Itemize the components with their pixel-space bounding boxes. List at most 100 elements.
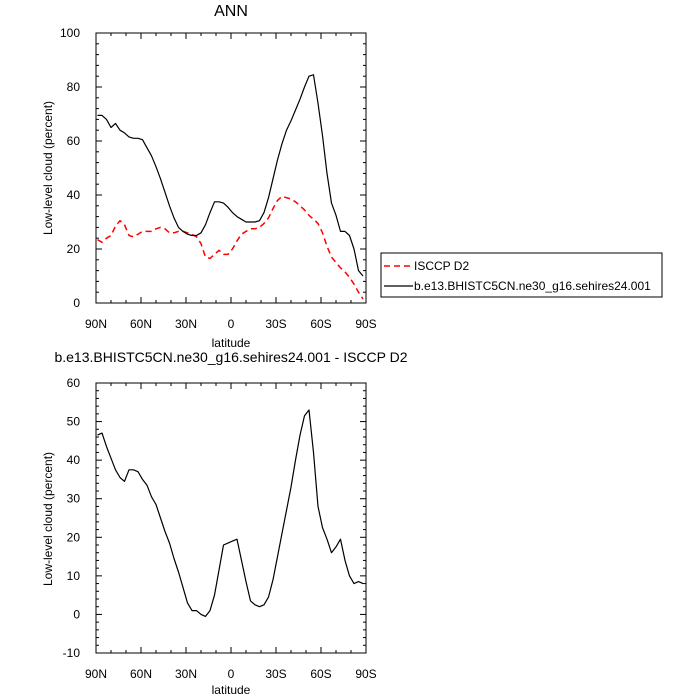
data-point: [142, 139, 143, 140]
data-point: [322, 527, 323, 528]
data-point: [299, 99, 300, 100]
data-point: [250, 228, 251, 229]
data-point: [137, 138, 138, 139]
data-point: [209, 212, 210, 213]
data-point: [295, 109, 296, 110]
data-point: [97, 435, 98, 436]
data-point: [263, 212, 264, 213]
data-point: [133, 469, 134, 470]
top-chart: ANN Low-level cloud (percent) latitude 9…: [41, 3, 377, 350]
data-point: [313, 74, 314, 75]
data-point: [326, 173, 327, 174]
data-point: [151, 231, 152, 232]
bottom-chart-ticks: 90N 60N 30N 0 30S 60S 90S -10 0 10 20 30 40 50 60: [63, 376, 377, 681]
data-point: [308, 76, 309, 77]
data-point: [97, 239, 98, 240]
data-point: [164, 228, 165, 229]
series-line-0: [97, 409, 364, 618]
y-tick-label: 20: [67, 530, 81, 544]
data-point: [353, 248, 354, 249]
x-tick-label: 30S: [265, 317, 286, 331]
data-point: [205, 257, 206, 258]
data-point: [146, 147, 147, 148]
data-point: [268, 597, 269, 598]
data-point: [335, 215, 336, 216]
data-point: [250, 221, 251, 222]
data-point: [142, 479, 143, 480]
data-point: [209, 610, 210, 611]
data-point: [133, 138, 134, 139]
bottom-chart-xlabel: latitude: [212, 683, 251, 697]
data-point: [263, 604, 264, 605]
data-point: [335, 262, 336, 263]
data-point: [178, 571, 179, 572]
data-point: [164, 531, 165, 532]
data-point: [362, 275, 363, 276]
data-point: [344, 271, 345, 272]
data-point: [200, 232, 201, 233]
data-point: [101, 433, 102, 434]
data-point: [151, 155, 152, 156]
data-point: [353, 583, 354, 584]
data-point: [155, 228, 156, 229]
data-point: [101, 115, 102, 116]
data-point: [142, 231, 143, 232]
data-point: [128, 235, 129, 236]
data-point: [227, 207, 228, 208]
bottom-chart: b.e13.BHISTC5CN.ne30_g16.sehires24.001 -…: [41, 349, 408, 697]
data-point: [115, 226, 116, 227]
data-point: [295, 201, 296, 202]
data-point: [196, 236, 197, 237]
data-point: [187, 602, 188, 603]
data-point: [209, 258, 210, 259]
data-point: [317, 506, 318, 507]
data-point: [200, 243, 201, 244]
data-point: [178, 227, 179, 228]
x-tick-label: 30N: [175, 317, 197, 331]
x-tick-label: 90N: [85, 667, 107, 681]
data-point: [232, 248, 233, 249]
data-point: [128, 469, 129, 470]
data-point: [281, 533, 282, 534]
y-tick-label: 60: [67, 376, 81, 390]
y-tick-label: 100: [60, 26, 80, 40]
data-point: [245, 581, 246, 582]
data-point: [349, 235, 350, 236]
data-point: [362, 583, 363, 584]
data-point: [277, 200, 278, 201]
y-tick-label: 50: [67, 415, 81, 429]
data-point: [254, 604, 255, 605]
x-tick-label: 90S: [355, 317, 376, 331]
data-point: [322, 232, 323, 233]
data-point: [110, 235, 111, 236]
x-tick-label: 90S: [355, 667, 376, 681]
series-line-1: [97, 74, 364, 277]
top-chart-ticks: 90N 60N 30N 0 30S 60S 90S 0 20 40 60 80 100: [60, 26, 377, 331]
data-point: [304, 86, 305, 87]
data-point: [344, 231, 345, 232]
data-point: [97, 115, 98, 116]
data-point: [223, 203, 224, 204]
data-point: [331, 257, 332, 258]
legend-box: [380, 252, 663, 298]
data-point: [232, 212, 233, 213]
data-point: [290, 199, 291, 200]
bottom-chart-title: b.e13.BHISTC5CN.ne30_g16.sehires24.001 -…: [54, 349, 407, 365]
bottom-chart-ylabel: Low-level cloud (percent): [41, 452, 55, 586]
data-point: [299, 435, 300, 436]
data-point: [146, 485, 147, 486]
data-point: [317, 223, 318, 224]
data-point: [173, 217, 174, 218]
series-line-0: [97, 195, 364, 300]
data-point: [169, 205, 170, 206]
data-point: [344, 560, 345, 561]
data-point: [241, 560, 242, 561]
y-tick-label: 20: [67, 242, 81, 256]
bottom-chart-series: [97, 409, 364, 618]
data-point: [259, 227, 260, 228]
data-point: [290, 120, 291, 121]
data-point: [254, 228, 255, 229]
y-tick-label: 40: [67, 188, 81, 202]
data-point: [272, 579, 273, 580]
